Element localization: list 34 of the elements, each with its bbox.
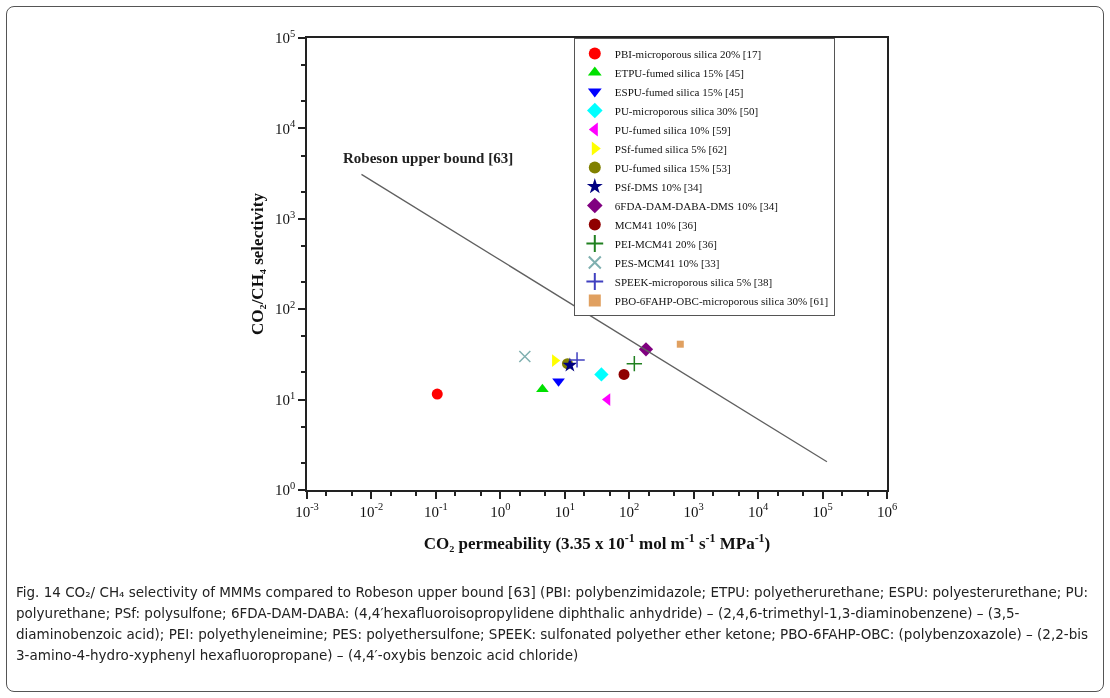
x-tick-label: 10$^{-2}$ bbox=[359, 501, 384, 520]
x-tick-label: 10$^{1}$ bbox=[554, 501, 575, 520]
x-tick-label: 10$^{2}$ bbox=[619, 501, 640, 520]
legend-label: PU-microporous silica 30% [50] bbox=[614, 104, 759, 117]
legend-label: PBI-microporous silica 20% [17] bbox=[614, 47, 762, 60]
series-label: Robeson upper bound [63] bbox=[343, 150, 514, 166]
y-tick-label: 10$^{0}$ bbox=[275, 479, 296, 499]
y-tick-label: 10$^{2}$ bbox=[275, 299, 296, 318]
x-tick-label: 10$^{6}$ bbox=[876, 501, 898, 520]
legend-label: 6FDA-DAM-DABA-DMS 10% [34] bbox=[614, 199, 778, 212]
legend-label: ETPU-fumed silica 15% [45] bbox=[614, 66, 745, 79]
legend-label: PU-fumed silica 15% [53] bbox=[614, 161, 731, 174]
x-tick-label: 10$^{-3}$ bbox=[295, 501, 319, 520]
y-tick-label: 10$^{3}$ bbox=[275, 208, 296, 228]
y-tick-label: 10$^{5}$ bbox=[275, 27, 296, 47]
caption: Fig. 14 CO₂/ CH₄ selectivity of MMMs compared to Robeson upper bound [63] (PBI: polybenzimidazole; ETPU: polyetherurethane; ESPU: polyesterurethane; PU: polyurethane; PSf: polysulfone; 6FDA-DAM-DABA: (4,4′hexafluoroisopropylidene diphthalic anhydride) – (2,4,6-trimethyl-1,3-diaminobenzene) – (3,5-diaminobenzoic acid); PEI: polyethyleneimine; PES: polyethersulfone; SPEEK: sulfonated polyether ether ketone; PBO-6FAHP-OBC: (polybenzoxazole) – (2,2-bis 3-amino-4-hydro-xyphenyl hexafluoropropane) – (4,4′-oxybis benzoic acid chloride) bbox=[16, 583, 1090, 665]
x-tick-label: 10$^{-1}$ bbox=[424, 501, 448, 520]
legend-label: ESPU-fumed silica 15% [45] bbox=[614, 85, 744, 98]
x-tick-label: 10$^{5}$ bbox=[812, 501, 833, 520]
y-tick-label: 10$^{4}$ bbox=[275, 118, 296, 137]
legend-label: PBO-6FAHP-OBC-microporous silica 30% [61] bbox=[614, 294, 829, 307]
y-axis-title: CO₂/CH₄ selectivity bbox=[247, 192, 267, 335]
x-tick-label: 10$^{3}$ bbox=[683, 501, 704, 520]
legend-label: PEI-MCM41 20% [36] bbox=[614, 237, 717, 250]
legend-label: PU-fumed silica 10% [59] bbox=[614, 123, 731, 136]
legend-label: PSf-DMS 10% [34] bbox=[614, 180, 703, 193]
legend-label: MCM41 10% [36] bbox=[614, 218, 697, 231]
legend-label: PSf-fumed silica 5% [62] bbox=[614, 142, 727, 155]
legend-label: SPEEK-microporous silica 5% [38] bbox=[614, 275, 773, 288]
y-tick-label: 10$^{1}$ bbox=[275, 389, 296, 408]
legend-label: PES-MCM41 10% [33] bbox=[614, 256, 720, 269]
x-tick-label: 10$^{4}$ bbox=[747, 501, 769, 520]
text: CO₂ permeability (3.35 x 10$^{-1}$ mol m$^{-1}$ s$^{-1}$ MPa$^{-1}$) bbox=[423, 530, 771, 553]
x-tick-label: 10$^{0}$ bbox=[490, 501, 511, 520]
